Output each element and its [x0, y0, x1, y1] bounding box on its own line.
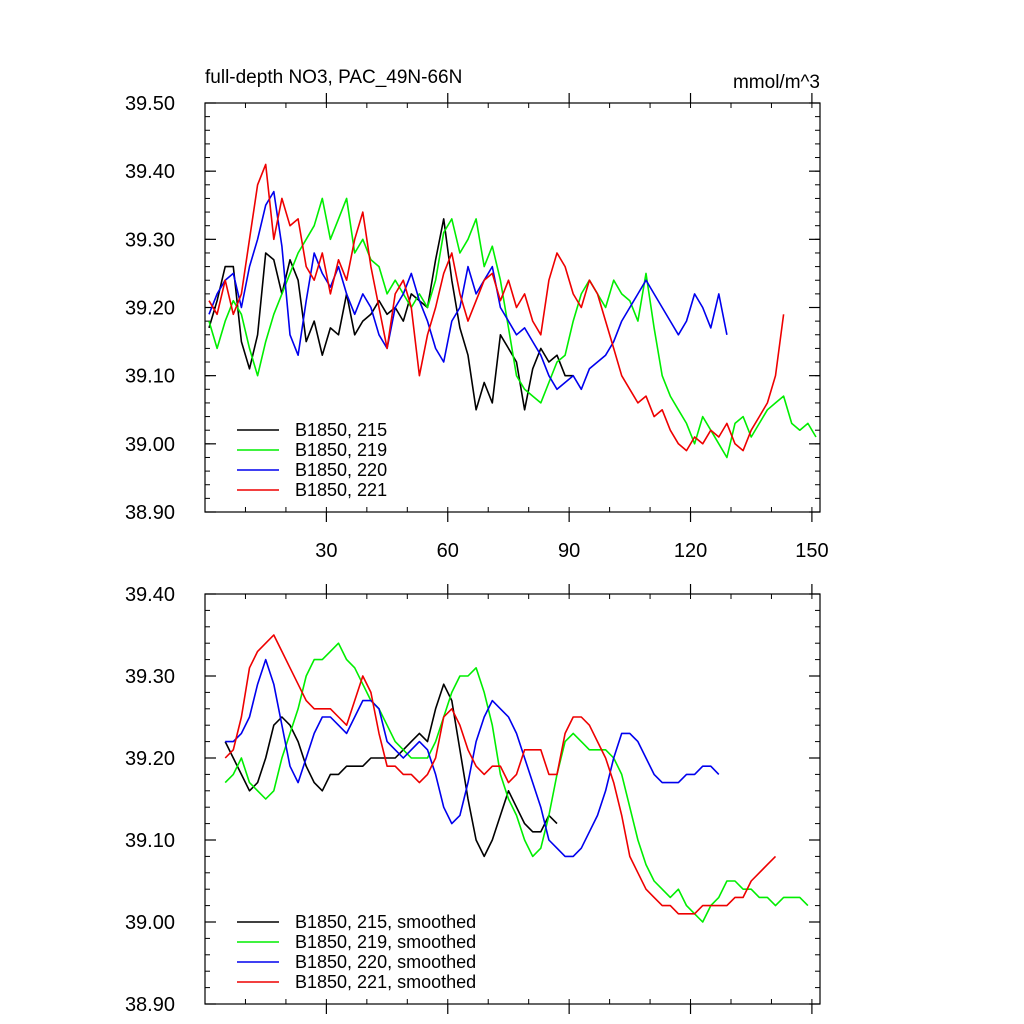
- legend-label-1: B1850, 215, smoothed: [295, 912, 476, 932]
- y-tick-label: 39.30: [125, 229, 175, 251]
- y-tick-label: 39.30: [125, 666, 175, 688]
- series-line-3: [225, 658, 720, 858]
- series-line-4: [224, 634, 777, 915]
- y-tick-label: 39.40: [125, 161, 175, 183]
- y-tick-label: 39.40: [125, 584, 175, 606]
- series-line-2: [224, 642, 809, 923]
- series-line-1: [208, 218, 574, 411]
- x-tick-label: 90: [558, 540, 580, 562]
- x-tick-label: 150: [795, 540, 828, 562]
- y-tick-label: 39.00: [125, 912, 175, 934]
- series-line-1: [224, 683, 558, 858]
- series-line-2: [208, 197, 817, 459]
- x-tick-label: 30: [315, 540, 337, 562]
- y-tick-label: 39.10: [125, 366, 175, 388]
- legend-label-3: B1850, 220, smoothed: [295, 952, 476, 972]
- legend-label-3: B1850, 220: [295, 460, 387, 480]
- y-tick-label: 38.90: [125, 994, 175, 1016]
- y-tick-label: 39.00: [125, 434, 175, 456]
- y-tick-label: 39.50: [125, 93, 175, 115]
- y-tick-label: 39.20: [125, 298, 175, 320]
- y-tick-label: 39.10: [125, 830, 175, 852]
- y-tick-label: 38.90: [125, 502, 175, 524]
- y-tick-label: 39.20: [125, 748, 175, 770]
- chart-panel-1: 30 60 90 120 150 38.90 39.00 39.10 39.20 39.30 39.…: [125, 67, 829, 562]
- x-tick-label: 120: [674, 540, 707, 562]
- legend-label-1: B1850, 215: [295, 420, 387, 440]
- chart-panel-2: 38.90 39.00 39.10 39.20 39.30 39.40 B1850, 215…: [125, 584, 821, 1016]
- units-label: mmol/m^3: [733, 72, 820, 93]
- x-tick-label: 60: [437, 540, 459, 562]
- legend-label-4: B1850, 221, smoothed: [295, 972, 476, 992]
- series-line-4: [208, 163, 785, 452]
- legend-label-2: B1850, 219: [295, 440, 387, 460]
- plot-frame: [204, 593, 821, 1005]
- series-line-3: [208, 190, 728, 391]
- legend-label-2: B1850, 219, smoothed: [295, 932, 476, 952]
- chart-title: full-depth NO3, PAC_49N-66N: [205, 67, 462, 88]
- legend-label-4: B1850, 221: [295, 480, 387, 500]
